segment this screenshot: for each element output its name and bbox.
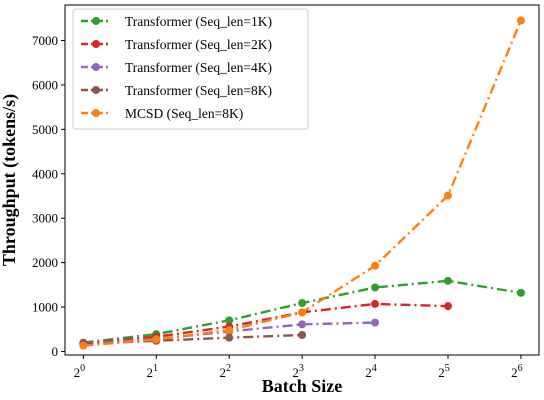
data-point (79, 341, 88, 350)
series-line (83, 302, 449, 345)
y-tick-label: 3000 (32, 211, 58, 226)
series-layer (79, 16, 525, 350)
x-tick-label: 21 (147, 363, 159, 380)
data-point (371, 283, 380, 292)
x-axis-title: Batch Size (262, 376, 343, 396)
legend-label: MCSD (Seq_len=8K) (125, 106, 243, 121)
data-point (443, 191, 452, 200)
series-2 (79, 299, 452, 348)
data-point (371, 299, 380, 308)
legend-label: Transformer (Seq_len=2K) (125, 37, 272, 52)
data-point (298, 320, 307, 329)
x-tick-label: 22 (219, 363, 231, 380)
y-tick-label: 2000 (32, 255, 58, 270)
legend-label: Transformer (Seq_len=8K) (125, 83, 272, 98)
x-tick-label: 25 (438, 363, 450, 380)
y-tick-label: 7000 (32, 33, 58, 48)
x-tick-label: 20 (74, 363, 86, 380)
data-point (225, 333, 234, 342)
y-tick-label: 6000 (32, 77, 58, 92)
data-point (516, 288, 525, 297)
x-tick-label: 23 (292, 363, 304, 380)
data-point (225, 326, 234, 335)
y-axis-ticks: 0 1000 2000 3000 4000 5000 6000 7000 (32, 33, 65, 359)
legend-marker (92, 63, 100, 71)
y-tick-label: 4000 (32, 166, 58, 181)
legend-marker (92, 109, 100, 117)
x-axis-ticks: 20 21 22 23 24 25 26 (74, 355, 523, 380)
data-point (298, 308, 307, 317)
y-axis-title: Throughput (tokens/s) (0, 94, 20, 266)
legend-marker (92, 17, 100, 25)
data-point (443, 276, 452, 285)
legend-label: Transformer (Seq_len=4K) (125, 60, 272, 75)
data-point (516, 16, 525, 25)
data-point (225, 316, 234, 325)
series-4 (79, 331, 307, 348)
data-point (371, 261, 380, 270)
data-point (152, 335, 161, 344)
series-line (83, 333, 303, 346)
data-point (298, 331, 307, 340)
legend-marker (92, 40, 100, 48)
legend: Transformer (Seq_len=1K) Transformer (Seq… (72, 8, 309, 130)
data-point (371, 318, 380, 327)
series-5 (79, 16, 525, 350)
y-tick-label: 1000 (32, 300, 58, 315)
legend-label: Transformer (Seq_len=1K) (125, 14, 272, 29)
data-point (443, 302, 452, 311)
x-tick-label: 24 (365, 363, 377, 380)
y-tick-label: 0 (52, 344, 59, 359)
data-point (298, 299, 307, 308)
y-tick-label: 5000 (32, 122, 58, 137)
x-tick-label: 26 (511, 363, 523, 380)
legend-box (72, 8, 309, 130)
legend-marker (92, 86, 100, 94)
